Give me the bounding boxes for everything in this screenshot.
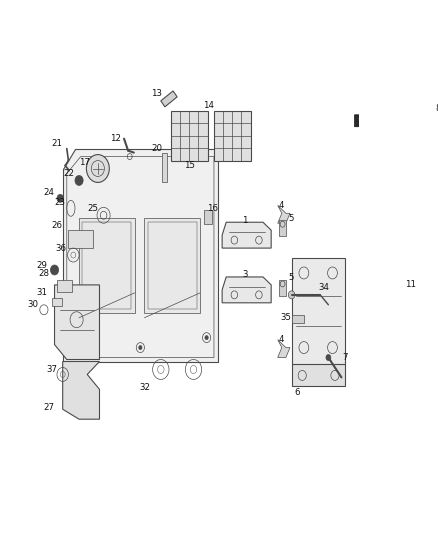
Text: 1: 1 [242, 216, 248, 225]
Circle shape [86, 155, 110, 182]
Text: 17: 17 [79, 158, 90, 167]
Polygon shape [63, 149, 218, 362]
Polygon shape [63, 361, 99, 419]
Polygon shape [54, 285, 99, 360]
Circle shape [288, 291, 295, 299]
Bar [292, 365, 345, 386]
Text: 29: 29 [37, 261, 48, 270]
Text: 34: 34 [319, 284, 330, 293]
Text: 4: 4 [278, 335, 284, 344]
Text: 27: 27 [43, 403, 54, 412]
Circle shape [50, 265, 59, 275]
Bar [52, 298, 62, 306]
Text: 32: 32 [139, 383, 150, 392]
Text: 28: 28 [39, 270, 49, 278]
Bar [57, 280, 72, 292]
Text: 24: 24 [43, 188, 54, 197]
Text: 26: 26 [52, 221, 63, 230]
Bar [292, 258, 345, 366]
Text: 31: 31 [37, 288, 48, 297]
Circle shape [326, 354, 331, 360]
Text: 5: 5 [289, 273, 294, 282]
Text: 5: 5 [289, 214, 294, 223]
Text: 6: 6 [295, 388, 300, 397]
Text: 3: 3 [242, 270, 248, 279]
Text: 35: 35 [280, 313, 291, 322]
Bar [148, 222, 197, 309]
Text: 30: 30 [27, 300, 38, 309]
Bar [171, 111, 208, 160]
Circle shape [75, 175, 83, 185]
Text: 36: 36 [56, 244, 67, 253]
Text: 7: 7 [342, 353, 347, 362]
Text: 12: 12 [110, 134, 121, 143]
Bar [214, 111, 251, 160]
Polygon shape [222, 222, 271, 248]
Bar [145, 218, 200, 313]
Bar [279, 220, 286, 236]
Polygon shape [222, 277, 271, 303]
Bar [68, 230, 93, 248]
Polygon shape [278, 205, 290, 223]
Text: 23: 23 [55, 198, 66, 207]
Circle shape [73, 336, 76, 340]
Bar [79, 218, 134, 313]
Text: 8: 8 [435, 104, 438, 114]
Bar [162, 152, 166, 182]
Text: 4: 4 [278, 201, 284, 210]
Polygon shape [354, 115, 438, 127]
Bar [292, 315, 304, 322]
Circle shape [57, 195, 64, 203]
Bar [279, 280, 286, 296]
Text: 20: 20 [151, 144, 162, 153]
Bar [82, 222, 131, 309]
Polygon shape [161, 91, 177, 107]
Text: 11: 11 [405, 280, 416, 289]
Text: 14: 14 [203, 101, 214, 110]
Circle shape [205, 336, 208, 340]
Text: 21: 21 [52, 139, 63, 148]
Bar [204, 211, 212, 224]
Text: 25: 25 [88, 204, 99, 213]
Circle shape [139, 345, 142, 350]
Text: 22: 22 [64, 169, 75, 178]
Text: 13: 13 [151, 90, 162, 99]
Text: 16: 16 [207, 204, 218, 213]
Text: 37: 37 [46, 365, 57, 374]
Polygon shape [278, 340, 290, 358]
Text: 15: 15 [184, 161, 195, 170]
